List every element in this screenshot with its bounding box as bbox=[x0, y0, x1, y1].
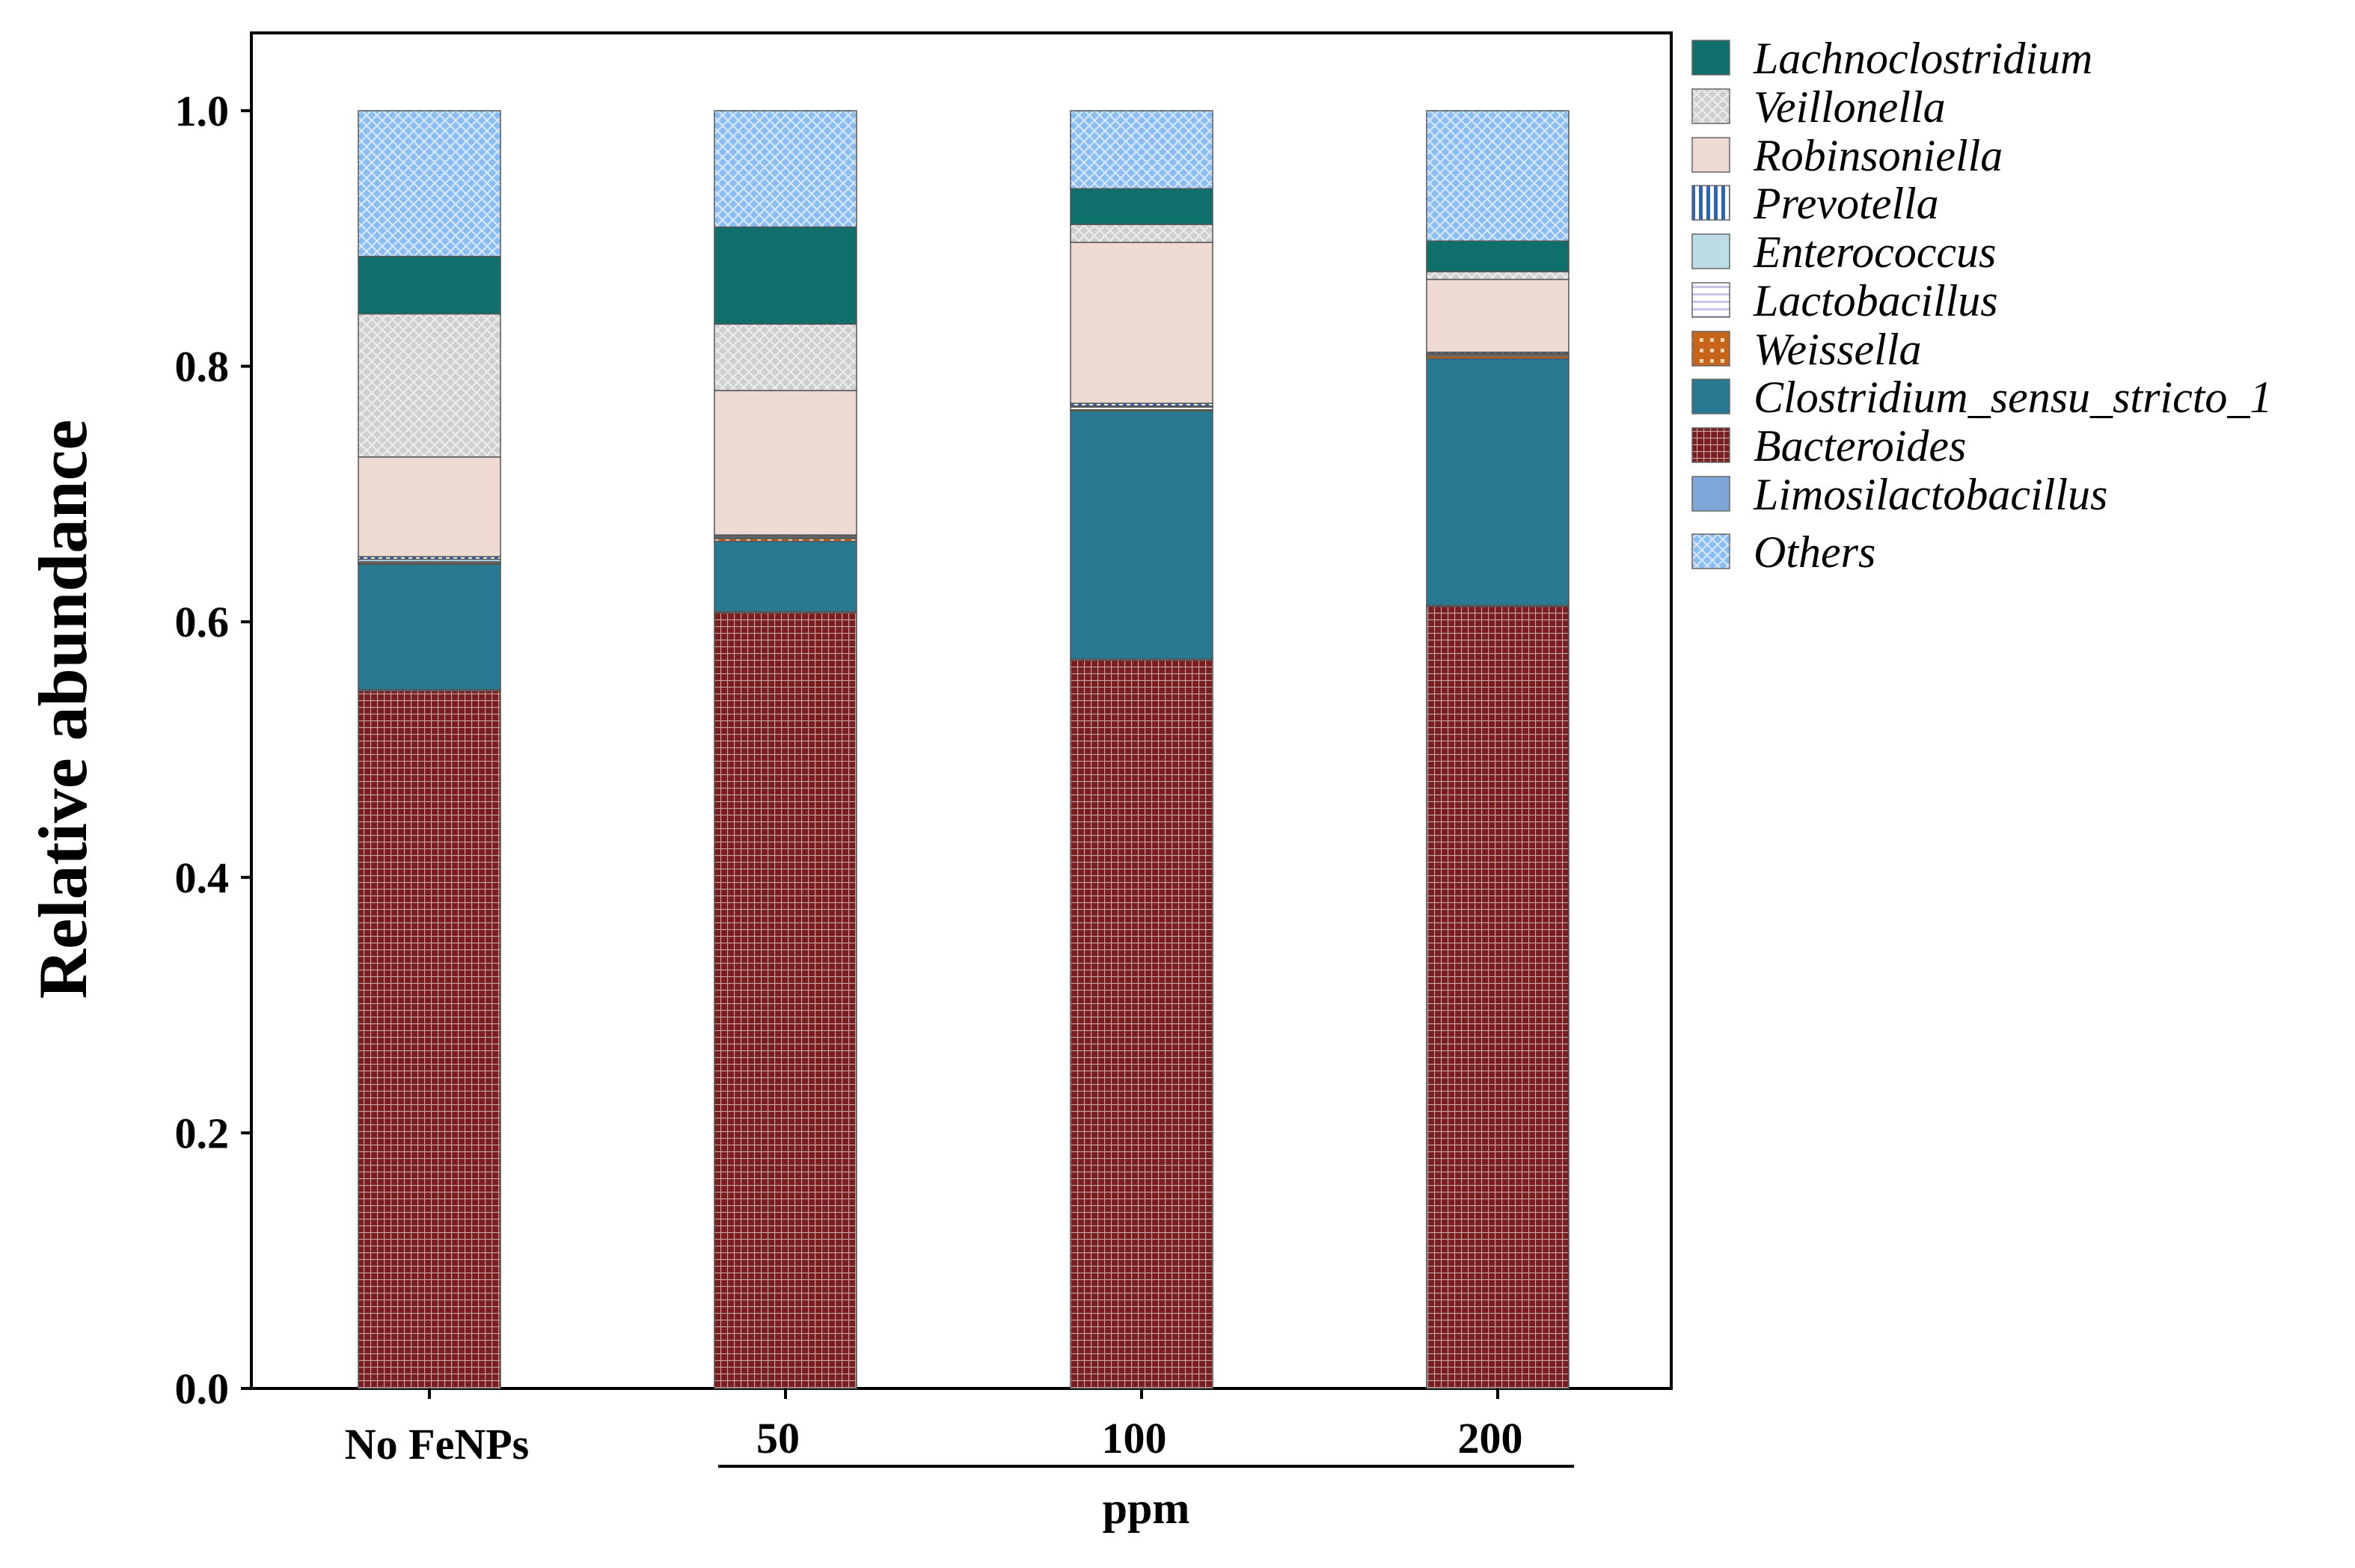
bar-segment-bacteroides bbox=[1426, 605, 1570, 1389]
bar-segment-others bbox=[1070, 110, 1213, 189]
legend-label-prevotella: Prevotella bbox=[1753, 179, 1939, 228]
legend-swatch-limosilactobacillus bbox=[1691, 476, 1730, 512]
legend-label-weissella: Weissella bbox=[1754, 325, 1921, 374]
y-tick-label: 0.2 bbox=[175, 1109, 230, 1157]
legend-swatch-clostridium-sensu-stricto-1 bbox=[1691, 379, 1730, 414]
legend-label-lactobacillus: Lactobacillus bbox=[1753, 276, 1998, 325]
bar-segment-veillonella bbox=[714, 323, 857, 391]
legend-label-limosilactobacillus: Limosilactobacillus bbox=[1753, 470, 2107, 519]
bar-segment-others bbox=[714, 110, 857, 228]
bar-segment-lachnoclostridium bbox=[714, 226, 857, 325]
legend-label-clostridium-sensu-stricto-1: Clostridium_sensu_stricto_1 bbox=[1754, 373, 2272, 422]
y-tick-label: 0.0 bbox=[175, 1365, 230, 1413]
y-axis: 0.0 0.2 0.4 0.6 0.8 1.0 bbox=[175, 87, 251, 1413]
x-axis: No FeNPs 50 100 200 bbox=[345, 1388, 1523, 1469]
legend-swatch-lachnoclostridium bbox=[1691, 40, 1730, 76]
legend-swatch-others bbox=[1691, 533, 1730, 569]
bar-segment-clostridium-sensu-stricto-1 bbox=[714, 540, 857, 613]
bar-segment-others bbox=[358, 110, 501, 257]
legend-swatch-lactobacillus bbox=[1691, 282, 1730, 318]
legend-swatch-robinsoniella bbox=[1691, 137, 1730, 173]
y-axis-title: Relative abundance bbox=[25, 420, 101, 999]
bar-segment-veillonella bbox=[1426, 271, 1570, 281]
legend-label-bacteroides: Bacteroides bbox=[1754, 421, 1966, 471]
bar-segment-veillonella bbox=[358, 313, 501, 458]
bar-segment-veillonella bbox=[1070, 224, 1213, 243]
plot-frame bbox=[250, 31, 1673, 1390]
legend: LachnoclostridiumVeillonellaRobinsoniell… bbox=[1691, 34, 2272, 577]
legend-swatch-veillonella bbox=[1691, 88, 1730, 124]
legend-swatch-prevotella bbox=[1691, 185, 1730, 221]
y-tick-label: 0.4 bbox=[175, 854, 230, 902]
bar-segment-robinsoniella bbox=[1426, 278, 1570, 353]
bar-segment-clostridium-sensu-stricto-1 bbox=[358, 563, 501, 690]
legend-label-veillonella: Veillonella bbox=[1754, 82, 1946, 132]
bar-segment-bacteroides bbox=[358, 690, 501, 1389]
x-axis-title: ppm bbox=[1103, 1483, 1190, 1533]
legend-label-others: Others bbox=[1754, 527, 1875, 577]
bar-segment-others bbox=[1426, 110, 1570, 242]
bar-segment-lachnoclostridium bbox=[1070, 188, 1213, 225]
legend-label-lachnoclostridium: Lachnoclostridium bbox=[1753, 34, 2092, 83]
x-tick-label: 50 bbox=[756, 1414, 800, 1463]
x-tick-label: 100 bbox=[1102, 1414, 1167, 1463]
bar-segment-clostridium-sensu-stricto-1 bbox=[1070, 410, 1213, 660]
bar-segment-clostridium-sensu-stricto-1 bbox=[1426, 358, 1570, 606]
bar-segment-lachnoclostridium bbox=[1426, 240, 1570, 272]
bar-segment-bacteroides bbox=[714, 612, 857, 1389]
bar-segment-robinsoniella bbox=[358, 456, 501, 557]
bar-segment-bacteroides bbox=[1070, 659, 1213, 1389]
y-tick-label: 0.6 bbox=[175, 598, 230, 646]
bar-segment-lachnoclostridium bbox=[358, 255, 501, 315]
bar-segment-robinsoniella bbox=[1070, 242, 1213, 404]
x-tick-label: No FeNPs bbox=[345, 1420, 529, 1469]
y-tick-label: 0.8 bbox=[175, 343, 230, 391]
legend-swatch-enterococcus bbox=[1691, 233, 1730, 269]
bars-group bbox=[358, 110, 1570, 1389]
legend-swatch-bacteroides bbox=[1691, 427, 1730, 463]
x-tick-label: 200 bbox=[1458, 1414, 1523, 1463]
y-tick-label: 1.0 bbox=[175, 87, 230, 135]
legend-swatch-weissella bbox=[1691, 331, 1730, 367]
bar-segment-robinsoniella bbox=[714, 390, 857, 536]
legend-label-enterococcus: Enterococcus bbox=[1753, 227, 1996, 277]
legend-label-robinsoniella: Robinsoniella bbox=[1753, 131, 2003, 180]
